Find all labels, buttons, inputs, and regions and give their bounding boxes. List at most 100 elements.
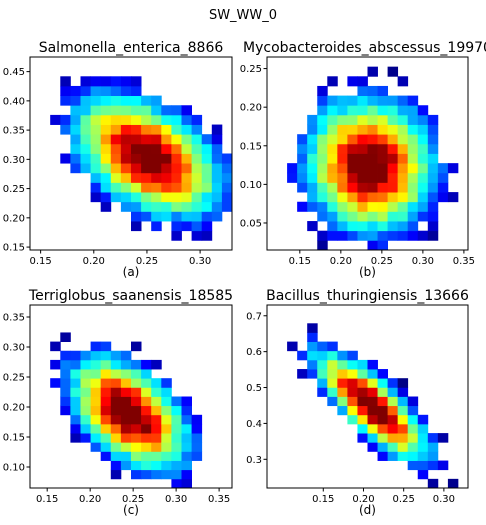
heatmap-cell: [171, 172, 182, 183]
heatmap-cell: [447, 192, 459, 203]
heatmap-cell: [100, 143, 112, 154]
heatmap-cell: [100, 124, 112, 135]
heatmap-cell: [90, 359, 102, 370]
heatmap-cell: [161, 442, 172, 452]
heatmap-cell: [110, 350, 122, 361]
heatmap-cell: [437, 182, 449, 193]
heatmap-cell: [171, 105, 182, 116]
heatmap-cell: [357, 95, 368, 106]
heatmap-cell: [90, 405, 102, 416]
heatmap-cell: [397, 153, 409, 164]
heatmap-cell: [377, 230, 388, 241]
heatmap-cell: [317, 172, 328, 183]
heatmap-cell: [221, 153, 233, 164]
heatmap-cell: [191, 153, 203, 164]
heatmap-cell: [90, 387, 102, 397]
heatmap-cell: [131, 95, 142, 106]
heatmap-cell: [141, 433, 152, 443]
y-tick-label: 0.10: [3, 463, 25, 474]
heatmap-cell: [377, 143, 388, 154]
heatmap-cell: [347, 211, 358, 222]
heatmap-cell: [171, 153, 182, 164]
heatmap-cell: [191, 221, 203, 232]
y-tick-label: 0.4: [246, 419, 262, 430]
heatmap-cell: [357, 396, 368, 407]
heatmap-cell: [50, 114, 61, 125]
heatmap-cell: [110, 163, 122, 174]
y-tick-label: 0.25: [3, 184, 25, 195]
heatmap-cell: [100, 414, 112, 425]
heatmap-cell: [387, 114, 399, 125]
heatmap-cell: [377, 163, 388, 174]
heatmap-cell: [347, 124, 358, 135]
heatmap-cell: [181, 469, 192, 480]
heatmap-cell: [387, 153, 399, 164]
heatmap-cell: [181, 405, 192, 416]
heatmap-cell: [221, 163, 233, 174]
heatmap-cell: [377, 192, 388, 203]
heatmap-cell: [171, 124, 182, 135]
heatmap-cell: [327, 221, 338, 232]
heatmap-cell: [110, 414, 122, 425]
heatmap-cell: [151, 433, 162, 443]
heatmap-cell: [161, 451, 172, 461]
heatmap-cell: [357, 378, 368, 388]
heatmap-cell: [211, 172, 223, 183]
heatmap-cell: [80, 359, 91, 370]
heatmap-cell: [80, 95, 91, 106]
heatmap-cell: [141, 469, 152, 480]
heatmap-cell: [131, 469, 142, 480]
heatmap-cell: [337, 359, 348, 370]
heatmap-cell: [191, 442, 203, 452]
heatmap-cell: [100, 95, 112, 106]
heatmap-cell: [357, 172, 368, 183]
heatmap-cell: [191, 230, 203, 241]
x-tick-label: 0.30: [412, 256, 434, 267]
heatmap-cell: [357, 387, 368, 397]
heatmap-cell: [151, 221, 162, 232]
heatmap-cell: [407, 182, 419, 193]
heatmap-cell: [120, 350, 132, 361]
heatmap-cell: [201, 134, 213, 145]
heatmap-cell: [407, 451, 419, 461]
heatmap-cell: [307, 192, 318, 203]
heatmap-cell: [131, 423, 142, 434]
heatmap-cell: [60, 359, 71, 370]
heatmap-cell: [347, 414, 358, 425]
heatmap-cell: [327, 143, 338, 154]
heatmap-cell: [437, 172, 449, 183]
heatmap-cell: [90, 105, 102, 116]
heatmap-cell: [337, 182, 348, 193]
heatmap-cell: [427, 124, 439, 135]
heatmap-cell: [417, 192, 429, 203]
heatmap-cell: [377, 105, 388, 116]
heatmap-cell: [181, 192, 192, 203]
heatmap-cell: [60, 95, 71, 106]
heatmap-cell: [181, 478, 192, 489]
heatmap-cell: [141, 396, 152, 407]
heatmap-cell: [347, 396, 358, 407]
heatmap-cell: [387, 201, 399, 212]
heatmap-cell: [221, 172, 233, 183]
heatmap-cell: [141, 359, 152, 370]
heatmap-cell: [307, 134, 318, 145]
heatmap-cell: [327, 153, 338, 164]
heatmap-cell: [347, 230, 358, 241]
heatmap-cell: [90, 433, 102, 443]
heatmap-cell: [417, 414, 429, 425]
heatmap-cell: [337, 350, 348, 361]
heatmap-cell: [201, 221, 213, 232]
heatmap-cell: [181, 211, 192, 222]
heatmap-cell: [221, 182, 233, 193]
heatmap-cell: [70, 350, 81, 361]
heatmap-cell: [367, 201, 378, 212]
heatmap-cell: [387, 163, 399, 174]
heatmap-cell: [367, 95, 378, 106]
heatmap-cell: [90, 369, 102, 379]
heatmap-cell: [151, 105, 162, 116]
heatmap-cell: [407, 105, 419, 116]
heatmap-cell: [427, 433, 439, 443]
panel-d: 0.15 0.20 0.25 0.30 0.3 0.4 0.5 0.6 0.7 Bacillus_…: [246, 288, 469, 517]
heatmap-cell: [131, 387, 142, 397]
heatmap-cell: [141, 192, 152, 203]
